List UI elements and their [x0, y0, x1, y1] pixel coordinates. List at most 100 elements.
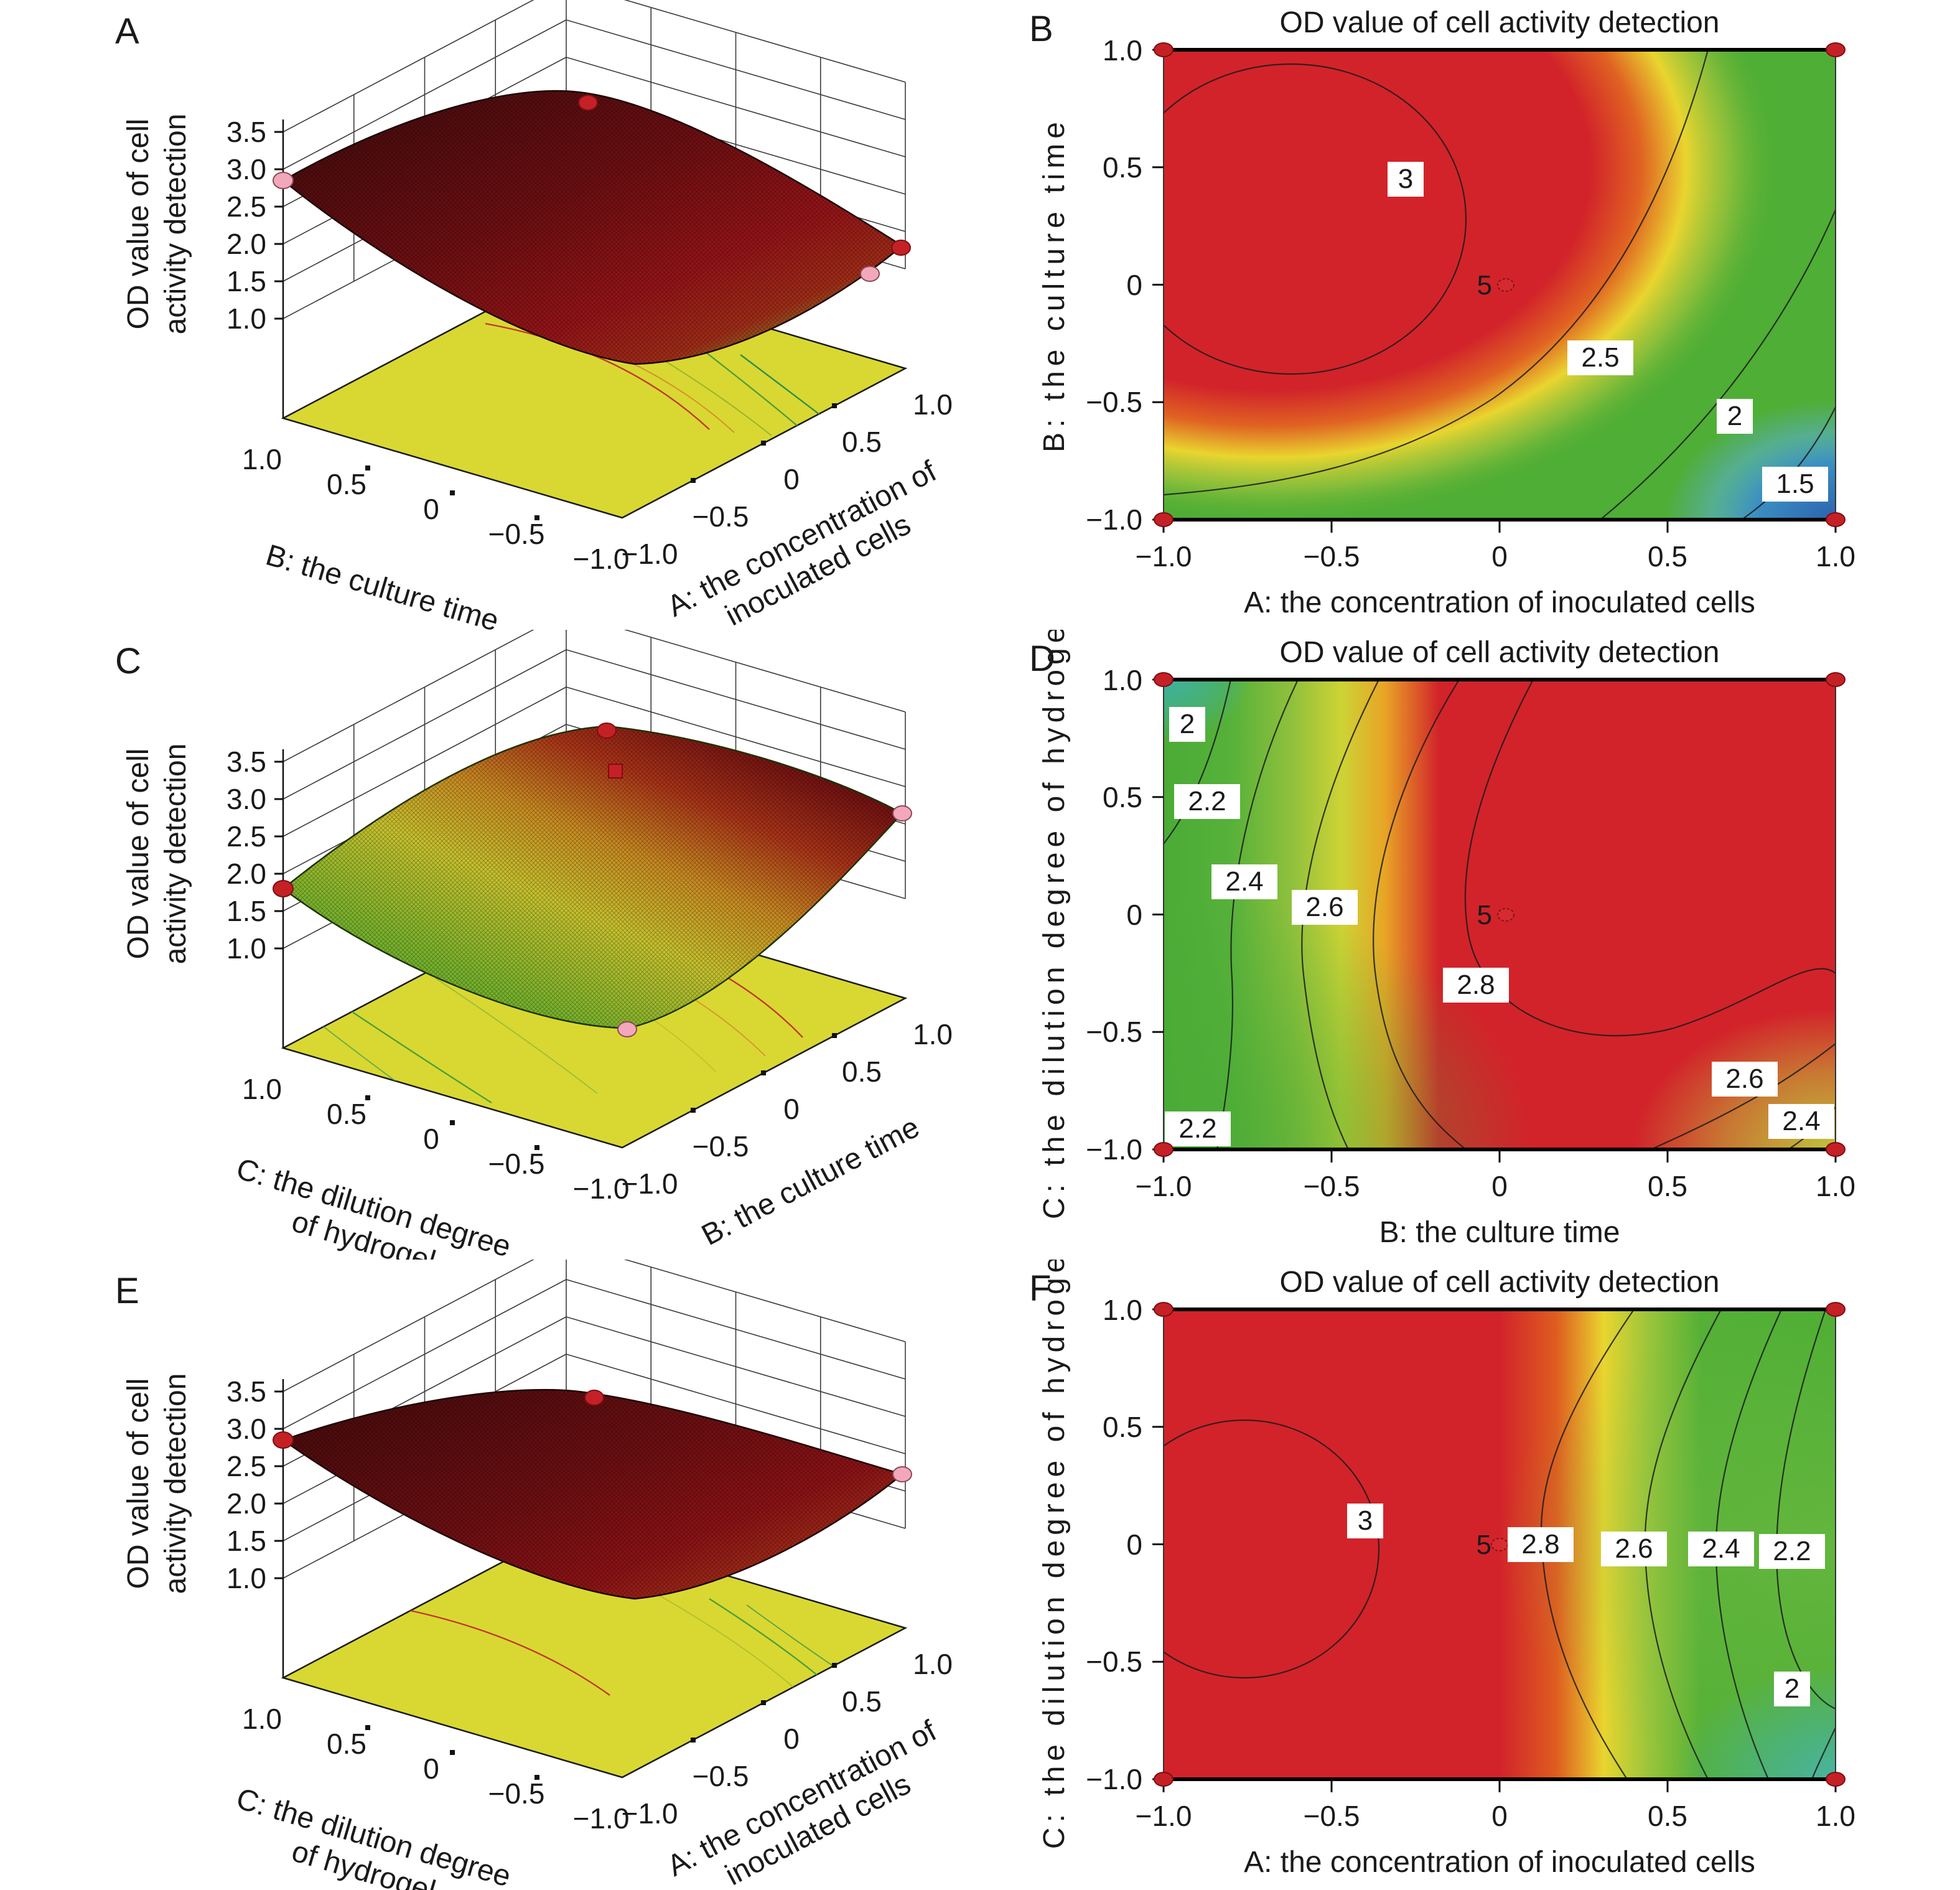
response-surface	[273, 723, 912, 1037]
panel-D-contour-plot: D OD value of cell activity detection	[1020, 630, 1960, 1260]
y-tick-marks	[1152, 49, 1164, 521]
design-point-pink	[860, 266, 880, 282]
panel-tag: D	[1029, 639, 1055, 679]
panel-B-contour-plot: B OD value of cell activity detection 3	[1020, 0, 1960, 630]
right-axis-tick: 1.0	[913, 388, 953, 421]
surface-mesh-texture	[283, 726, 902, 1028]
panel-tag: C	[115, 641, 141, 681]
svg-text:2.4: 2.4	[1782, 1106, 1820, 1136]
z-axis: 3.5 3.0 2.5 2.0 1.5 1.0 OD value of cell…	[122, 1373, 284, 1678]
contour-line-2.8	[1464, 680, 1836, 1037]
panel-E-surface-plot: E 3.5 3.0 2.5 2.0 1.5 1.0 OD value of ce…	[0, 1260, 1020, 1890]
panel-A-svg: A 3.5 3.0 2.5 2.0 1.5 1.0 OD value of ce…	[115, 0, 953, 630]
svg-text:2.6: 2.6	[1725, 1064, 1763, 1094]
y-tick: 1.0	[1103, 1294, 1142, 1326]
panel-C-surface-plot: C 3.5 3.0 2.5 2.0 1.5 1.0 OD value of ce…	[0, 630, 1020, 1260]
contour-label-2.2: 2.2	[1759, 1534, 1825, 1569]
z-tick: 1.5	[226, 265, 266, 297]
x-tick: −1.0	[1136, 1170, 1192, 1202]
x-axis-label: B: the culture time	[1379, 1216, 1620, 1249]
y-axis-label: C: the dilution degree of hydrogel	[1038, 630, 1071, 1219]
z-axis-label-line2: activity detection	[159, 1373, 192, 1594]
left-axis-tick: 0	[423, 1752, 439, 1785]
contour-label-2.4: 2.4	[1211, 864, 1277, 899]
svg-text:2.4: 2.4	[1225, 866, 1263, 897]
contour-line-2.6	[1373, 680, 1467, 1149]
contour-label-2.6-right: 2.6	[1712, 1062, 1778, 1097]
design-point-red	[1826, 1142, 1846, 1157]
design-point-pink	[273, 172, 294, 189]
x-tick: 1.0	[1816, 1800, 1855, 1832]
left-axis-tick: 0.5	[327, 1098, 366, 1130]
y-axis-label: B: the culture time	[1038, 117, 1071, 452]
x-tick: 0	[1491, 540, 1508, 573]
z-axis-label-line2: activity detection	[159, 114, 192, 335]
svg-text:2: 2	[1180, 709, 1195, 739]
design-point-red	[1154, 42, 1174, 57]
x-tick: 0	[1491, 1170, 1508, 1202]
contour-label-2.5: 2.5	[1567, 340, 1633, 375]
right-axis-tick: −1.0	[622, 538, 678, 570]
y-tick: 0	[1126, 1528, 1142, 1561]
svg-text:2.2: 2.2	[1773, 1536, 1811, 1566]
right-axis-tick: 1.0	[913, 1648, 953, 1680]
right-axis-tick: −0.5	[693, 1760, 749, 1792]
field-blue-region	[1164, 50, 1836, 520]
contour-line-2.4	[1301, 680, 1379, 1149]
x-axis: −1.0 −0.5 0 0.5 1.0 A: the concentration…	[1136, 540, 1855, 619]
design-point-pink	[892, 1466, 912, 1482]
x-tick: 0.5	[1648, 540, 1687, 573]
left-axis-tick: −1.0	[573, 1172, 630, 1205]
x-tick: −1.0	[1136, 1800, 1192, 1832]
y-tick: 0	[1126, 269, 1142, 301]
panel-B-svg: B OD value of cell activity detection 3	[1029, 6, 1855, 619]
contour-lines	[1164, 680, 1836, 1149]
left-axis-tick: 0.5	[327, 468, 366, 500]
right-axis-tick: 1.0	[913, 1018, 953, 1050]
z-axis-ticks	[274, 131, 283, 320]
left-axis-tick: −1.0	[573, 1802, 630, 1835]
design-point-red	[584, 1390, 604, 1406]
contour-label-1.5: 1.5	[1762, 467, 1828, 502]
floor-edge-ticks	[365, 1033, 837, 1150]
z-tick: 2.0	[226, 228, 266, 260]
x-tick-marks	[1162, 1149, 1837, 1163]
plot-title: OD value of cell activity detection	[1280, 636, 1720, 669]
contour-field	[1164, 50, 1836, 520]
x-tick: 1.0	[1816, 1170, 1855, 1202]
contour-labels: 3 2.5 2 1.5 5	[1388, 162, 1828, 502]
x-tick: −0.5	[1304, 1800, 1360, 1832]
design-point-red	[273, 1431, 294, 1449]
floor-contour-line	[435, 978, 598, 1094]
z-tick: 2.5	[226, 820, 266, 853]
panel-tag: E	[115, 1271, 139, 1311]
right-axis-tick: −1.0	[622, 1167, 678, 1200]
x-axis-label: A: the concentration of inoculated cells	[1244, 1846, 1755, 1879]
contour-line-2	[1600, 209, 1836, 520]
panel-C-svg: C 3.5 3.0 2.5 2.0 1.5 1.0 OD value of ce…	[115, 630, 953, 1260]
left-axis-tick: −0.5	[488, 518, 545, 550]
contour-label-2.6: 2.6	[1601, 1532, 1667, 1566]
panel-E-svg: E 3.5 3.0 2.5 2.0 1.5 1.0 OD value of ce…	[115, 1260, 953, 1890]
contour-line-2.5	[1164, 50, 1709, 496]
left-axis-tick: −0.5	[488, 1148, 545, 1180]
design-point-red	[1826, 1302, 1846, 1317]
contour-field	[1164, 1309, 1836, 1779]
z-tick: 2.5	[226, 1450, 266, 1482]
y-axis: 1.0 0.5 0 −0.5 −1.0 C: the dilution degr…	[1038, 1260, 1142, 1849]
y-tick: −1.0	[1086, 1763, 1142, 1795]
svg-text:2.4: 2.4	[1702, 1533, 1740, 1564]
right-axis-tick: 0.5	[842, 426, 882, 458]
design-point-red	[1826, 512, 1846, 527]
center-point-label: 5	[1477, 270, 1492, 301]
svg-text:1.5: 1.5	[1776, 469, 1814, 499]
svg-text:2.6: 2.6	[1305, 892, 1343, 922]
z-axis-label-line1: OD value of cell	[122, 749, 155, 960]
y-tick: −0.5	[1086, 1645, 1142, 1678]
contour-label-2.4-right: 2.4	[1768, 1104, 1834, 1139]
x-tick-marks	[1162, 520, 1837, 533]
y-tick: −0.5	[1086, 1016, 1142, 1048]
floor-projection	[281, 1527, 908, 1780]
y-tick: 1.0	[1103, 34, 1142, 67]
